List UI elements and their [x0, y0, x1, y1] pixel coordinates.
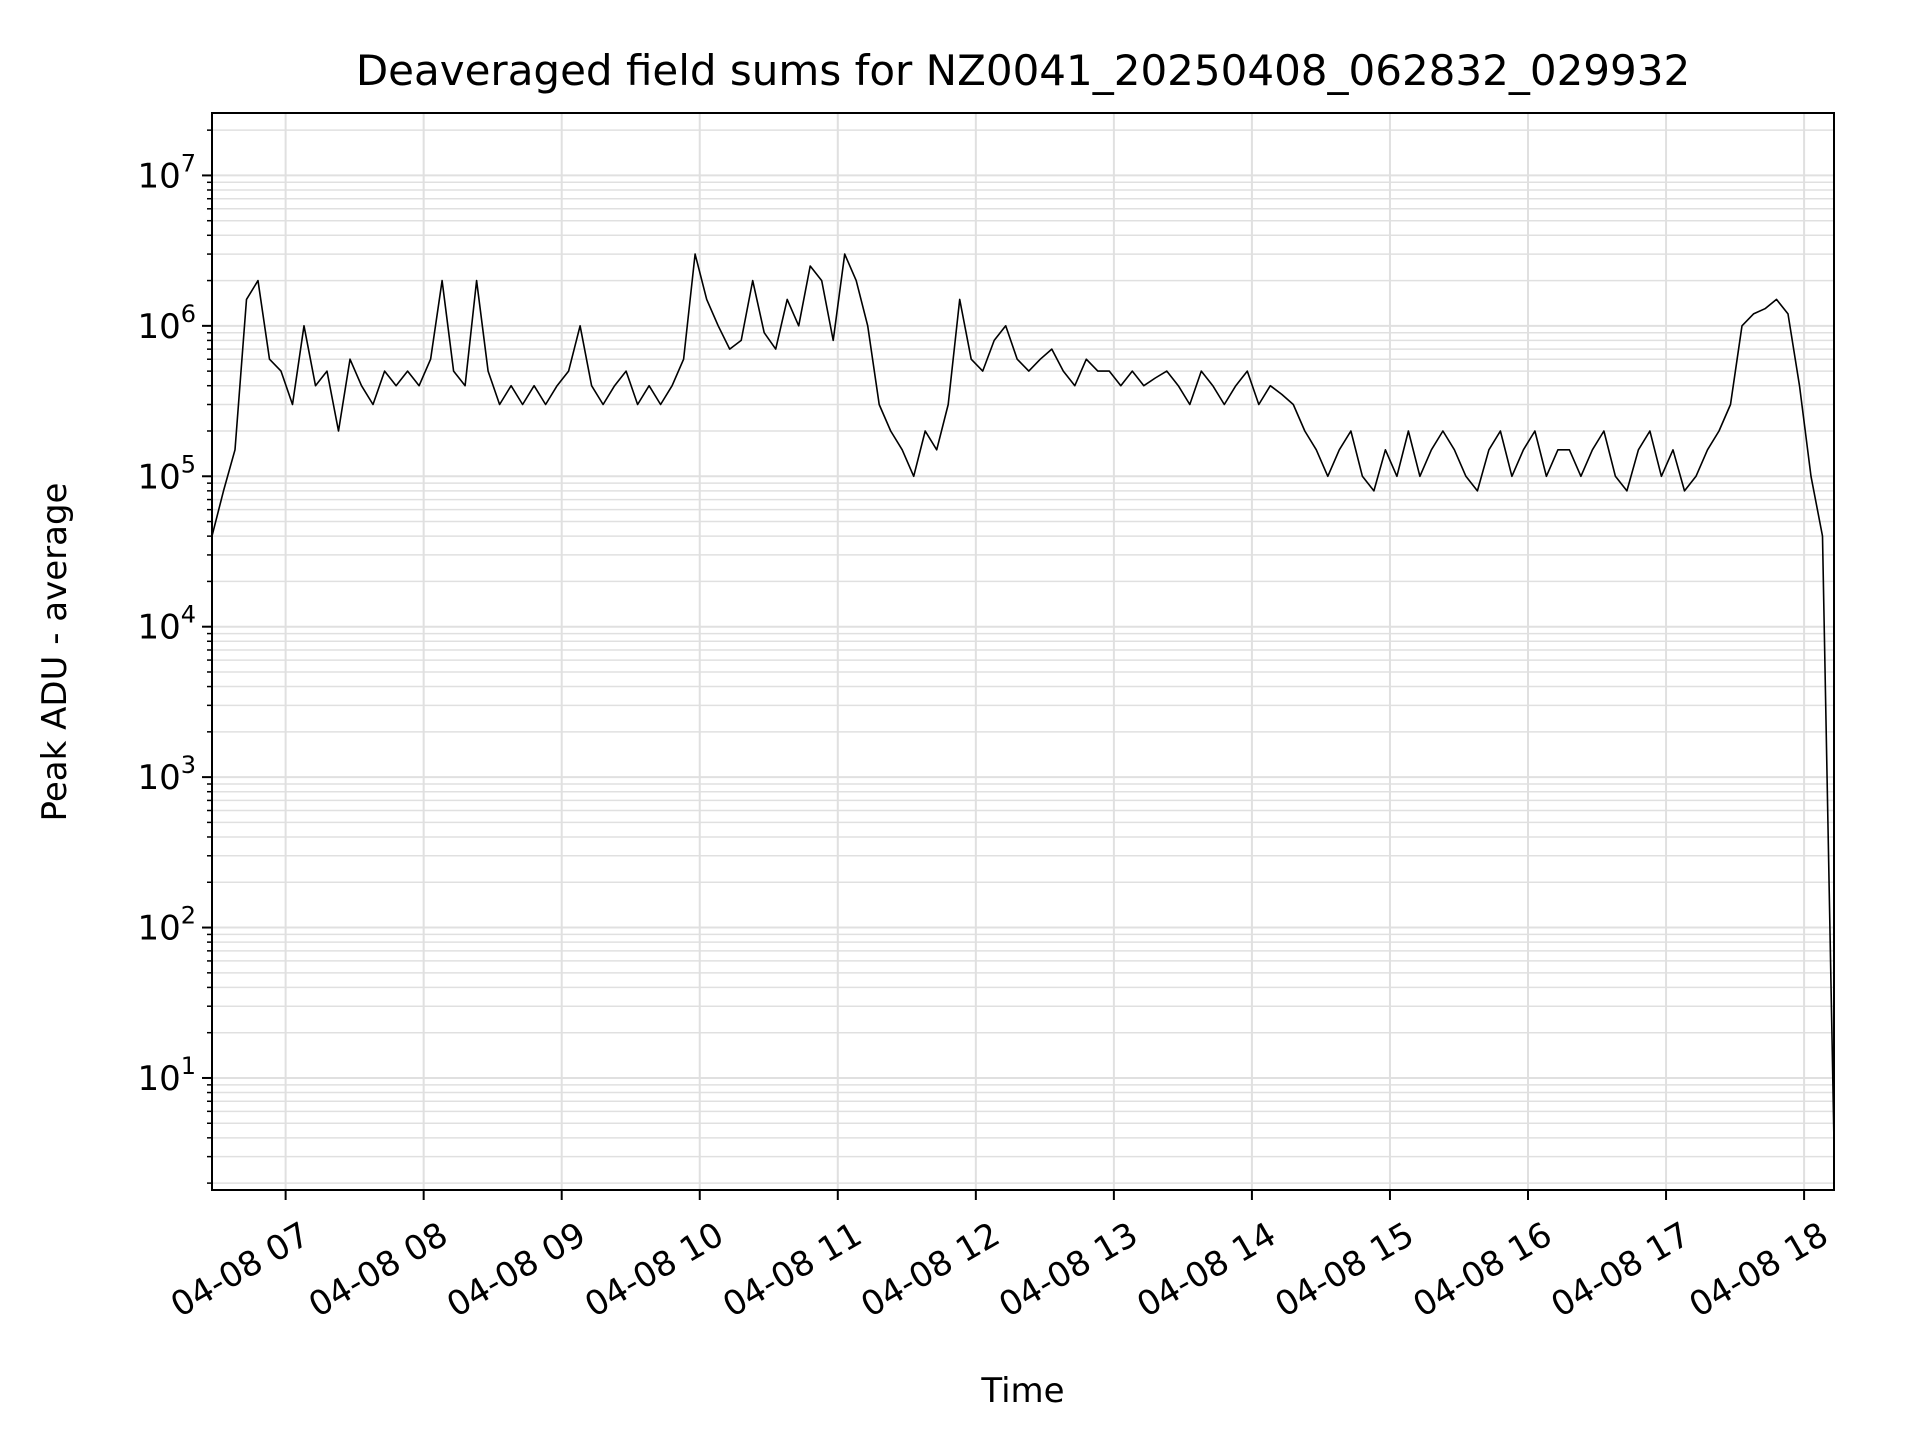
y-tick-label: 105	[137, 450, 196, 497]
y-tick-label: 104	[137, 601, 196, 648]
y-tick-label: 103	[137, 751, 196, 798]
y-tick-label: 102	[137, 902, 196, 949]
y-tick-label: 101	[137, 1052, 196, 1099]
series-layer	[211, 253, 1835, 1143]
chart-title: Deaveraged field sums for NZ0041_2025040…	[356, 46, 1690, 95]
series-line	[211, 253, 1835, 1143]
grid	[212, 113, 1834, 1190]
y-tick-label: 107	[137, 149, 196, 196]
plot-frame	[211, 112, 1835, 1191]
y-tick-label: 106	[137, 300, 196, 347]
x-axis-label: Time	[980, 1371, 1064, 1411]
y-axis-label: Peak ADU - average	[35, 483, 75, 822]
